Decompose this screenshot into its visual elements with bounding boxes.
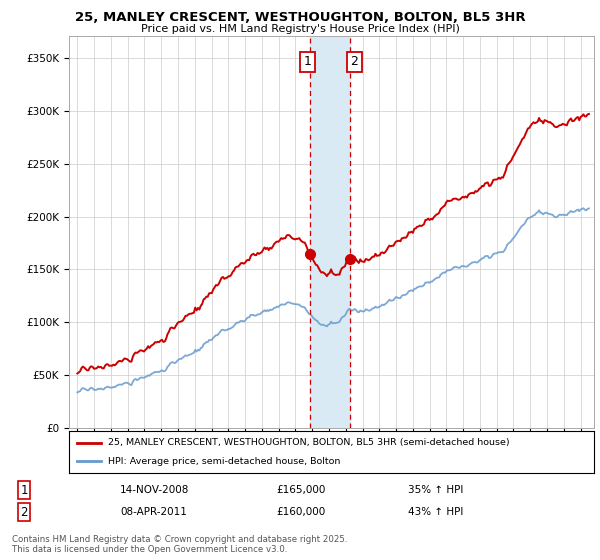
Text: 43% ↑ HPI: 43% ↑ HPI — [408, 507, 463, 517]
Text: 1: 1 — [20, 483, 28, 497]
Text: Price paid vs. HM Land Registry's House Price Index (HPI): Price paid vs. HM Land Registry's House … — [140, 24, 460, 34]
Text: HPI: Average price, semi-detached house, Bolton: HPI: Average price, semi-detached house,… — [109, 457, 341, 466]
Text: 08-APR-2011: 08-APR-2011 — [120, 507, 187, 517]
Text: 14-NOV-2008: 14-NOV-2008 — [120, 485, 190, 495]
Text: £160,000: £160,000 — [276, 507, 325, 517]
Text: Contains HM Land Registry data © Crown copyright and database right 2025.
This d: Contains HM Land Registry data © Crown c… — [12, 535, 347, 554]
Text: 2: 2 — [20, 506, 28, 519]
Text: 25, MANLEY CRESCENT, WESTHOUGHTON, BOLTON, BL5 3HR: 25, MANLEY CRESCENT, WESTHOUGHTON, BOLTO… — [74, 11, 526, 24]
Text: 1: 1 — [304, 55, 311, 68]
Bar — [310, 36, 350, 428]
Text: 2: 2 — [350, 55, 358, 68]
Text: 35% ↑ HPI: 35% ↑ HPI — [408, 485, 463, 495]
Text: 25, MANLEY CRESCENT, WESTHOUGHTON, BOLTON, BL5 3HR (semi-detached house): 25, MANLEY CRESCENT, WESTHOUGHTON, BOLTO… — [109, 438, 510, 447]
Text: £165,000: £165,000 — [276, 485, 325, 495]
